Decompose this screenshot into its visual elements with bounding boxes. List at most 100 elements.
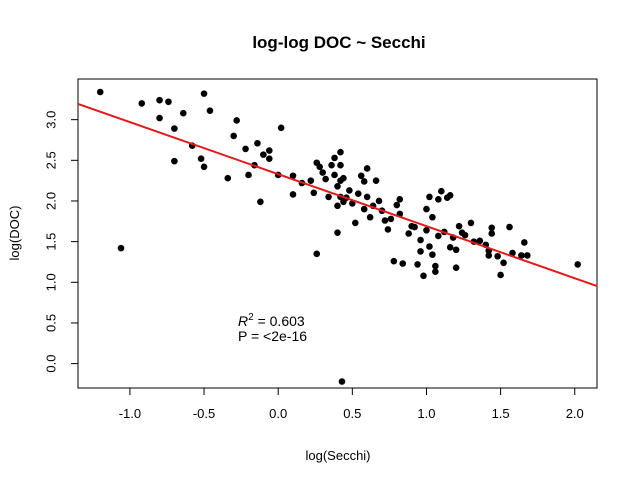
- data-point: [242, 145, 249, 153]
- x-tick-label: 1.0: [417, 406, 435, 421]
- data-points: [96, 88, 582, 385]
- x-tick-label: 0.0: [269, 406, 287, 421]
- x-tick-label: -0.5: [193, 406, 215, 421]
- data-point: [313, 250, 321, 258]
- data-point: [230, 132, 237, 140]
- data-point: [423, 205, 430, 213]
- r2-value: = 0.603: [254, 313, 305, 329]
- data-point: [171, 125, 178, 132]
- data-point: [446, 244, 454, 251]
- data-point: [337, 148, 344, 156]
- data-point: [372, 177, 380, 184]
- data-point: [381, 217, 389, 224]
- data-point: [366, 213, 374, 221]
- data-point: [96, 88, 104, 96]
- data-point: [346, 187, 353, 194]
- y-tick-label: 1.0: [44, 273, 59, 291]
- data-point: [331, 171, 338, 179]
- data-point: [245, 171, 252, 179]
- data-point: [429, 251, 436, 258]
- data-point: [396, 196, 404, 203]
- data-point: [435, 232, 442, 240]
- data-point: [485, 252, 493, 259]
- data-point: [446, 191, 454, 199]
- data-point: [488, 224, 496, 232]
- data-point: [257, 198, 264, 206]
- data-point: [260, 151, 267, 158]
- data-point: [289, 172, 297, 180]
- data-point: [156, 96, 163, 104]
- data-point: [337, 161, 344, 169]
- data-point: [393, 201, 401, 209]
- data-point: [411, 223, 418, 231]
- data-point: [518, 252, 525, 259]
- y-tick-label: 0.0: [44, 355, 59, 373]
- data-point: [289, 191, 297, 198]
- data-point: [509, 249, 516, 257]
- data-point: [363, 193, 371, 201]
- data-point: [360, 178, 368, 185]
- data-point: [420, 272, 427, 280]
- data-point: [506, 223, 513, 231]
- data-point: [384, 226, 392, 233]
- data-point: [461, 231, 469, 239]
- data-point: [354, 190, 362, 197]
- data-point: [387, 215, 395, 223]
- data-point: [319, 169, 326, 176]
- data-point: [429, 213, 436, 221]
- data-point: [322, 175, 329, 183]
- data-point: [357, 172, 365, 180]
- y-axis-label: log(DOC): [7, 206, 22, 261]
- data-point: [138, 100, 146, 107]
- y-tick-label: 2.5: [44, 151, 59, 169]
- data-point: [179, 109, 187, 117]
- data-point: [435, 196, 442, 203]
- r2-prefix: R: [238, 313, 248, 329]
- r-squared-label: R2 = 0.603: [238, 312, 305, 329]
- data-point: [426, 193, 433, 201]
- data-point: [476, 237, 484, 245]
- y-tick-label: 2.0: [44, 192, 59, 210]
- data-point: [265, 155, 273, 162]
- data-point: [307, 177, 315, 184]
- data-point: [574, 261, 582, 268]
- data-point: [310, 189, 318, 197]
- data-point: [254, 139, 261, 147]
- y-tick-label: 3.0: [44, 111, 59, 129]
- x-tick-label: 1.5: [492, 406, 510, 421]
- data-point: [338, 378, 346, 385]
- data-point: [455, 222, 463, 230]
- data-point: [334, 202, 341, 210]
- data-point: [200, 90, 208, 97]
- data-point: [497, 271, 504, 279]
- data-point: [334, 229, 341, 236]
- data-point: [334, 183, 341, 190]
- data-point: [432, 268, 439, 276]
- chart-title: log-log DOC ~ Secchi: [252, 33, 425, 52]
- data-point: [340, 174, 347, 182]
- data-point: [156, 114, 163, 122]
- data-point: [426, 243, 433, 250]
- y-axis: 0.0 0.5 1.0 1.5 2.0 2.5 3.0: [44, 111, 79, 373]
- y-tick-label: 1.5: [44, 233, 59, 251]
- data-point: [265, 147, 273, 154]
- data-point: [390, 257, 398, 265]
- data-point: [331, 154, 338, 162]
- data-point: [206, 107, 214, 115]
- data-point: [521, 239, 528, 246]
- x-tick-label: 2.0: [566, 406, 584, 421]
- data-point: [277, 124, 285, 132]
- p-value-label: P = <2e-16: [238, 328, 307, 344]
- data-point: [524, 252, 531, 259]
- data-point: [417, 248, 424, 255]
- data-point: [452, 264, 460, 271]
- data-point: [452, 246, 460, 254]
- data-point: [224, 174, 232, 182]
- data-point: [375, 197, 383, 205]
- data-point: [488, 230, 496, 237]
- data-point: [328, 161, 335, 169]
- data-point: [325, 193, 332, 201]
- data-point: [197, 155, 205, 162]
